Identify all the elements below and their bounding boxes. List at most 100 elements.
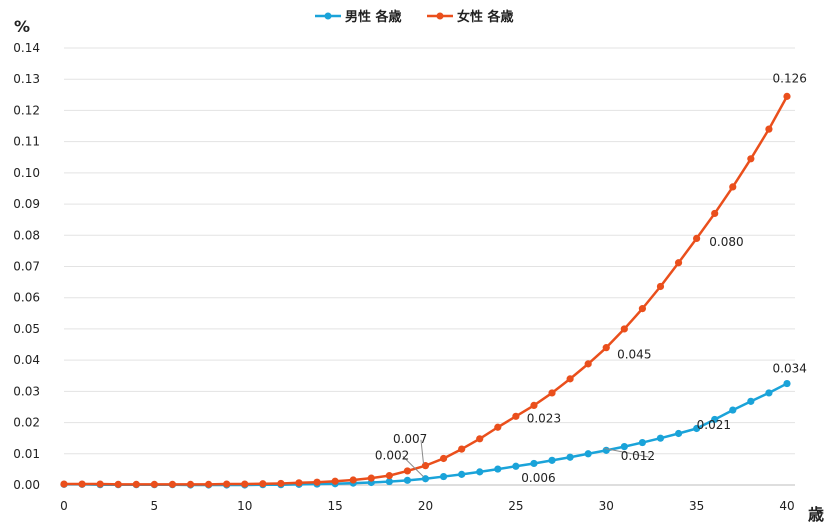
data-point <box>638 438 647 447</box>
data-label: 0.002 <box>375 448 409 462</box>
series-line <box>64 95 789 486</box>
data-point <box>602 446 610 454</box>
y-unit-label: % <box>14 17 30 36</box>
data-label: 0.080 <box>709 235 743 249</box>
legend-label: 女性 各歳 <box>457 9 514 25</box>
data-point <box>78 480 86 488</box>
data-point <box>277 479 285 488</box>
data-point <box>620 443 628 451</box>
y-tick-label: 0.02 <box>13 416 40 430</box>
label-leader-line <box>402 456 424 478</box>
legend-item: 男性 各歳 <box>315 9 402 25</box>
data-label: 0.006 <box>521 471 555 485</box>
data-point <box>476 435 484 443</box>
data-point <box>150 480 158 488</box>
data-point <box>96 480 104 488</box>
y-tick-label: 0.13 <box>13 72 40 86</box>
data-point <box>439 454 448 463</box>
data-point <box>747 155 755 163</box>
data-point <box>693 424 701 433</box>
data-label: 0.045 <box>617 348 651 362</box>
label-leader-line <box>604 447 649 458</box>
y-tick-label: 0.06 <box>13 291 40 305</box>
data-point <box>584 360 592 368</box>
y-tick-label: 0.01 <box>13 447 40 461</box>
data-point <box>331 477 339 485</box>
y-tick-label: 0.08 <box>13 228 40 242</box>
data-point <box>566 375 574 383</box>
x-tick-label: 40 <box>779 499 794 513</box>
data-point <box>385 477 393 486</box>
legend: 男性 各歳 女性 各歳 <box>315 9 514 25</box>
data-point <box>602 344 610 352</box>
data-point <box>548 456 556 464</box>
y-tick-label: 0.05 <box>13 322 40 336</box>
data-point <box>693 234 701 243</box>
data-point <box>186 480 195 488</box>
gridlines <box>64 47 795 486</box>
y-tick-label: 0.07 <box>13 260 40 274</box>
data-point <box>168 480 177 488</box>
legend-swatch-marker <box>436 12 444 20</box>
data-label: 0.021 <box>697 418 731 432</box>
data-point <box>530 401 538 410</box>
data-point <box>60 480 68 488</box>
data-point <box>494 423 502 431</box>
legend-item: 女性 各歳 <box>427 9 514 25</box>
data-label: 0.023 <box>527 412 561 426</box>
y-tick-label: 0.04 <box>13 353 40 367</box>
data-point <box>403 476 412 484</box>
x-tick-label: 10 <box>237 499 252 513</box>
data-point <box>729 183 737 191</box>
axes: 0.00 0.01 0.02 0.03 0.04 0.05 0.06 0.07 0.08 0.09… <box>13 41 794 513</box>
data-point <box>367 474 375 482</box>
data-point <box>765 389 773 397</box>
y-tick-label: 0.10 <box>13 166 40 180</box>
data-point <box>259 480 267 488</box>
data-point <box>421 462 430 470</box>
x-unit-label: 歳 <box>808 505 824 524</box>
data-point <box>114 480 122 488</box>
y-tick-label: 0.11 <box>13 135 40 149</box>
data-point <box>385 472 393 480</box>
data-point <box>403 467 412 475</box>
x-tick-label: 30 <box>599 499 614 513</box>
data-label: 0.007 <box>393 432 427 446</box>
series <box>60 92 791 489</box>
data-point <box>783 92 791 100</box>
data-point <box>439 472 448 481</box>
y-tick-label: 0.14 <box>13 41 40 55</box>
data-point <box>223 480 231 488</box>
data-point <box>747 397 755 405</box>
data-point <box>241 480 249 488</box>
data-point <box>638 305 647 313</box>
x-tick-label: 15 <box>327 499 342 513</box>
data-point <box>458 445 466 453</box>
data-point <box>313 478 321 486</box>
data-label: 0.034 <box>773 362 807 376</box>
legend-swatch-marker <box>324 12 332 20</box>
data-point <box>674 429 683 438</box>
data-point <box>530 459 538 468</box>
data-point <box>205 480 213 488</box>
data-point <box>349 476 357 484</box>
data-point <box>494 465 502 473</box>
data-point <box>674 259 683 267</box>
data-point <box>512 462 520 470</box>
data-point <box>729 406 737 414</box>
x-tick-label: 20 <box>418 499 433 513</box>
data-label: 0.126 <box>773 71 807 85</box>
y-tick-label: 0.00 <box>13 478 40 492</box>
x-tick-label: 35 <box>689 499 704 513</box>
y-tick-label: 0.12 <box>13 103 40 117</box>
data-point <box>421 475 430 483</box>
label-leader-line <box>420 439 424 464</box>
legend-label: 男性 各歳 <box>345 9 402 25</box>
data-point <box>620 325 628 333</box>
data-point <box>656 434 665 442</box>
data-point <box>656 282 665 291</box>
series-1 <box>60 92 791 488</box>
data-point <box>132 480 140 488</box>
